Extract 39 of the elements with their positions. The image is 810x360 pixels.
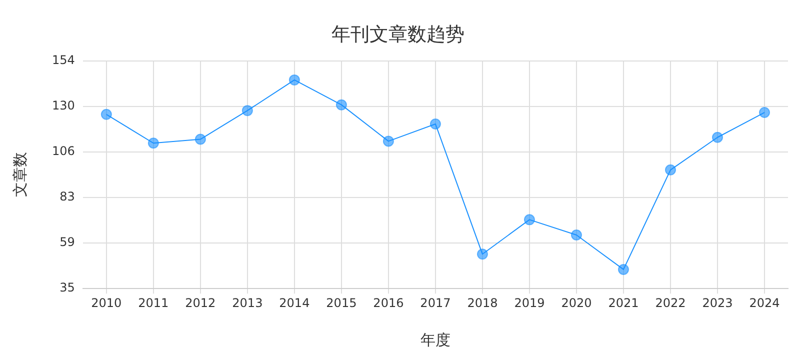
y-tick-label: 106 bbox=[52, 144, 75, 158]
y-tick-label: 154 bbox=[52, 52, 75, 67]
point bbox=[194, 134, 206, 145]
y-tick-label: 83 bbox=[60, 190, 75, 204]
point bbox=[430, 118, 441, 130]
x-axis-title: 年度 bbox=[420, 330, 450, 349]
point bbox=[664, 164, 676, 176]
point bbox=[618, 264, 629, 275]
point bbox=[288, 74, 300, 86]
point bbox=[382, 136, 394, 147]
x-tick-label: 2014 bbox=[279, 296, 310, 310]
x-tick-label: 2019 bbox=[514, 296, 545, 310]
point bbox=[524, 214, 535, 226]
point bbox=[100, 108, 112, 120]
x-tick-label: 2018 bbox=[467, 296, 498, 310]
x-tick-label: 2023 bbox=[702, 296, 733, 310]
point bbox=[476, 248, 488, 260]
point bbox=[242, 105, 253, 116]
x-tick-label: 2016 bbox=[373, 296, 404, 310]
x-tick-label: 2015 bbox=[326, 296, 357, 310]
point bbox=[712, 132, 723, 143]
x-tick-label: 2013 bbox=[232, 296, 263, 310]
point bbox=[148, 138, 159, 149]
x-tick-label: 2020 bbox=[561, 296, 592, 310]
y-tick-label: 35 bbox=[60, 280, 75, 295]
x-tick-label: 2021 bbox=[608, 296, 639, 310]
x-tick-label: 2024 bbox=[749, 296, 780, 310]
point bbox=[758, 106, 770, 118]
point bbox=[570, 230, 582, 240]
x-tick-label: 2011 bbox=[138, 296, 169, 310]
point bbox=[336, 99, 347, 110]
y-tick-label: 130 bbox=[52, 98, 75, 112]
x-tick-label: 2017 bbox=[420, 296, 451, 310]
y-tick-label: 59 bbox=[60, 235, 75, 250]
y-axis-title: 文章数 bbox=[10, 152, 29, 198]
x-tick-label: 2010 bbox=[91, 296, 122, 310]
x-tick-label: 2012 bbox=[185, 296, 216, 310]
x-tick-label: 2022 bbox=[655, 296, 686, 310]
chart-title: 年刊文章数趋势 bbox=[332, 23, 464, 46]
